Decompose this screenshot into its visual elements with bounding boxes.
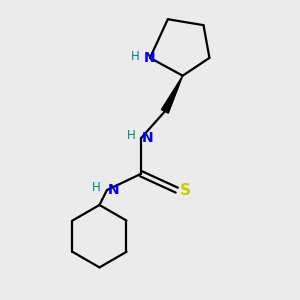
Text: H: H [92,181,101,194]
Text: N: N [142,131,153,145]
Polygon shape [161,76,183,113]
Text: H: H [127,129,136,142]
Text: S: S [180,183,190,198]
Text: N: N [108,183,119,197]
Text: H: H [131,50,140,63]
Text: N: N [144,51,156,65]
